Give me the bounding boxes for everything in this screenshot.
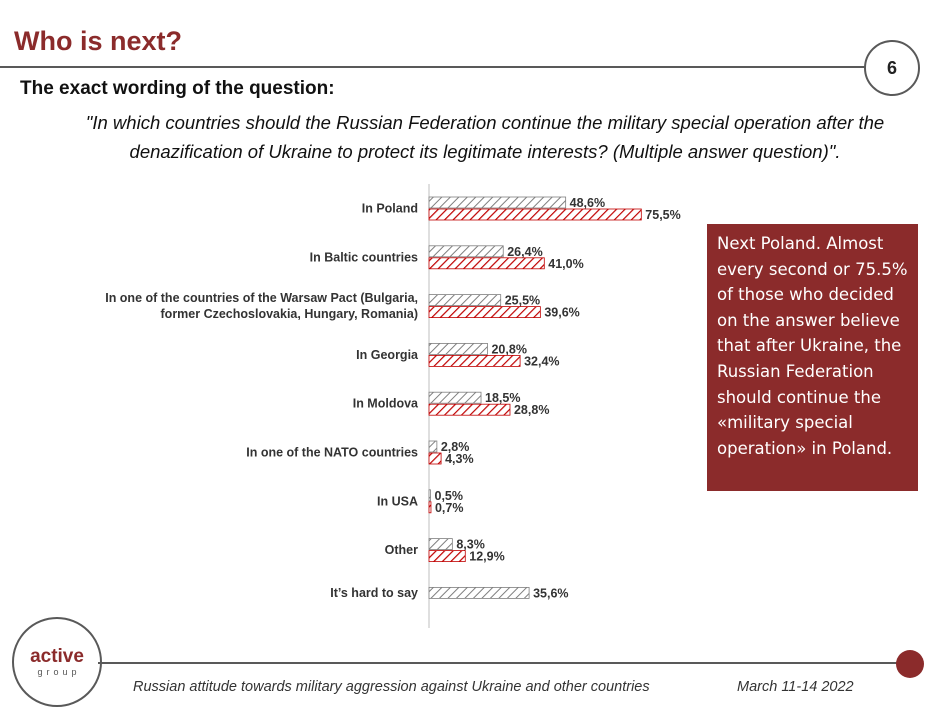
bar-gray [428, 196, 567, 209]
data-label: 8,3% [456, 538, 485, 552]
bar-red [428, 403, 511, 416]
bottom-divider [98, 662, 898, 664]
bar-gray [428, 489, 431, 502]
data-label: 0,7% [435, 501, 464, 515]
callout-text: Next Poland. Almost every second or 75.5… [717, 234, 908, 458]
question-heading: The exact wording of the question: [20, 78, 335, 99]
bar-red [428, 354, 521, 367]
bar-gray [428, 538, 453, 551]
callout-box: Next Poland. Almost every second or 75.5… [707, 224, 918, 491]
bar-red [428, 550, 466, 563]
bar-gray [428, 586, 530, 599]
data-label: 48,6% [570, 196, 605, 210]
data-label: 25,5% [505, 294, 540, 308]
category-label: In Baltic countries [310, 250, 418, 264]
data-label: 35,6% [533, 586, 568, 600]
category-label: In Moldova [353, 397, 419, 411]
logo-main-text: active [30, 645, 84, 667]
data-label: 2,8% [441, 440, 470, 454]
slide-title: Who is next? [14, 26, 182, 56]
bar-red [428, 452, 442, 465]
page-number-badge: 6 [864, 40, 920, 96]
data-label: 41,0% [548, 257, 583, 271]
category-label: In Poland [362, 202, 418, 216]
page-number: 6 [886, 57, 897, 78]
bottom-dot-decoration [896, 650, 924, 678]
category-label: In one of the NATO countries [246, 446, 418, 460]
bar-gray [428, 245, 504, 258]
data-label: 75,5% [645, 208, 680, 222]
question-text: "In which countries should the Russian F… [85, 112, 885, 162]
top-divider [0, 66, 868, 68]
bar-red [428, 208, 642, 221]
bar-red [428, 257, 545, 270]
logo-sub-text: group [37, 666, 81, 677]
category-label: In Georgia [356, 348, 419, 362]
data-label: 20,8% [491, 342, 526, 356]
data-label: 18,5% [485, 391, 520, 405]
category-label: In one of the countries of the Warsaw Pa… [105, 291, 418, 321]
active-group-logo: active group [12, 617, 102, 707]
category-label: Other [385, 543, 418, 557]
bar-red [428, 501, 432, 514]
bar-red [428, 306, 541, 318]
data-label: 4,3% [445, 452, 474, 466]
data-label: 28,8% [514, 403, 549, 417]
bar-gray [428, 294, 502, 306]
data-label: 12,9% [469, 550, 504, 564]
bar-chart: In Poland 48,6% 75,5% In Baltic countries 26… [105, 184, 681, 628]
bar-gray [428, 440, 438, 453]
bar-gray [428, 391, 482, 404]
bar-gray [428, 342, 488, 355]
data-label: 39,6% [544, 306, 579, 320]
data-label: 26,4% [507, 245, 542, 259]
footer-date: March 11-14 2022 [737, 679, 854, 695]
data-label: 0,5% [435, 489, 464, 503]
category-label: In USA [377, 494, 418, 508]
footer-subtitle: Russian attitude towards military aggres… [133, 679, 650, 695]
category-label: It’s hard to say [330, 586, 418, 600]
data-label: 32,4% [524, 354, 559, 368]
